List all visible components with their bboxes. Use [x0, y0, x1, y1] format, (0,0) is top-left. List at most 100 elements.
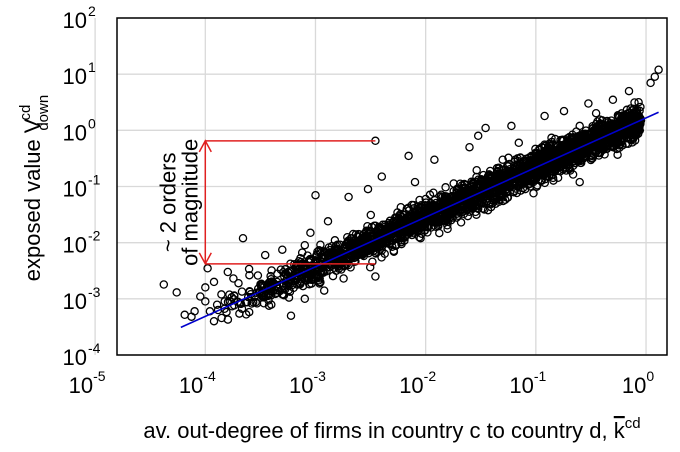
data-point: [196, 292, 205, 301]
data-point: [416, 233, 425, 243]
point-cloud: [212, 97, 645, 324]
data-point: [295, 280, 305, 289]
data-point: [393, 215, 403, 225]
data-point: [491, 172, 500, 181]
y-axis-label-sub: down: [35, 95, 52, 131]
data-point: [339, 274, 348, 283]
data-point: [237, 287, 247, 296]
data-point: [603, 118, 613, 127]
data-point: [580, 131, 590, 141]
x-axis-label-symbol: k: [614, 418, 626, 443]
data-point: [601, 142, 610, 151]
data-point: [300, 240, 310, 250]
data-point: [234, 278, 243, 288]
data-point: [420, 226, 429, 235]
data-point: [542, 148, 552, 157]
data-point: [278, 245, 287, 254]
data-point: [458, 207, 468, 216]
data-points: [159, 65, 663, 326]
data-point: [172, 288, 181, 297]
data-point: [504, 182, 513, 191]
data-point: [634, 97, 643, 107]
data-point: [575, 121, 584, 131]
data-point: [567, 139, 577, 148]
data-point: [429, 188, 438, 197]
data-point: [549, 140, 558, 150]
data-point: [631, 127, 640, 137]
data-point: [319, 286, 329, 295]
data-point: [363, 221, 372, 231]
data-point: [559, 157, 569, 166]
data-point: [420, 201, 430, 210]
y-tick-label: 10: [63, 64, 87, 89]
data-point: [225, 290, 234, 299]
data-point: [541, 149, 551, 158]
data-point: [388, 221, 397, 231]
data-point: [371, 221, 380, 231]
fit-line-group: [180, 111, 659, 329]
data-point: [421, 194, 430, 204]
data-point: [507, 121, 516, 131]
data-point: [315, 279, 324, 288]
data-point: [229, 291, 239, 300]
data-point: [264, 278, 273, 288]
data-point: [485, 183, 495, 193]
data-point: [159, 280, 169, 289]
y-axis-label: exposed value Vcddown: [17, 95, 52, 281]
data-point: [217, 290, 226, 299]
y-tick-exponent: 2: [88, 3, 96, 19]
data-point: [544, 165, 553, 174]
data-point: [311, 257, 320, 267]
data-point: [614, 131, 624, 140]
data-point: [654, 65, 663, 74]
data-point: [201, 283, 210, 292]
data-point: [273, 269, 282, 278]
data-point: [617, 109, 626, 118]
data-point: [437, 190, 446, 199]
data-point: [479, 170, 488, 180]
data-point: [404, 203, 413, 212]
y-tick-label: 10: [63, 120, 87, 145]
data-point: [514, 138, 524, 148]
data-point: [440, 216, 450, 225]
data-point: [558, 145, 567, 155]
data-point: [529, 189, 538, 198]
plot-frame: [116, 17, 668, 356]
data-point: [180, 310, 189, 320]
x-tick-labels: 10-5 10-4 10-3 10-2 10-1 100: [69, 368, 655, 398]
data-point: [611, 137, 620, 146]
data-point: [531, 157, 540, 166]
data-point: [550, 134, 560, 144]
data-point: [288, 280, 297, 290]
data-point: [278, 290, 287, 299]
data-point: [531, 148, 541, 157]
data-point: [569, 154, 578, 163]
data-point: [603, 121, 613, 130]
data-point: [597, 116, 607, 125]
data-point: [396, 236, 406, 245]
data-point: [630, 98, 639, 107]
data-point: [465, 142, 474, 152]
data-point: [375, 233, 385, 242]
data-point: [371, 272, 380, 281]
data-point: [238, 233, 248, 243]
x-tick-label: 10-2: [399, 368, 436, 398]
data-point: [626, 135, 636, 145]
data-point: [487, 172, 497, 181]
data-point: [203, 264, 212, 273]
data-point: [568, 170, 578, 179]
data-point: [223, 267, 233, 277]
data-point: [520, 184, 530, 194]
y-tick-label: 10: [63, 233, 87, 258]
data-point: [430, 155, 439, 164]
data-point: [213, 305, 223, 315]
data-point: [388, 217, 398, 227]
data-point: [229, 274, 238, 283]
data-point: [343, 232, 352, 242]
y-tick-label: 10: [63, 289, 87, 314]
data-point: [404, 151, 413, 161]
annotation-text-line2: of magnitude: [177, 139, 202, 266]
